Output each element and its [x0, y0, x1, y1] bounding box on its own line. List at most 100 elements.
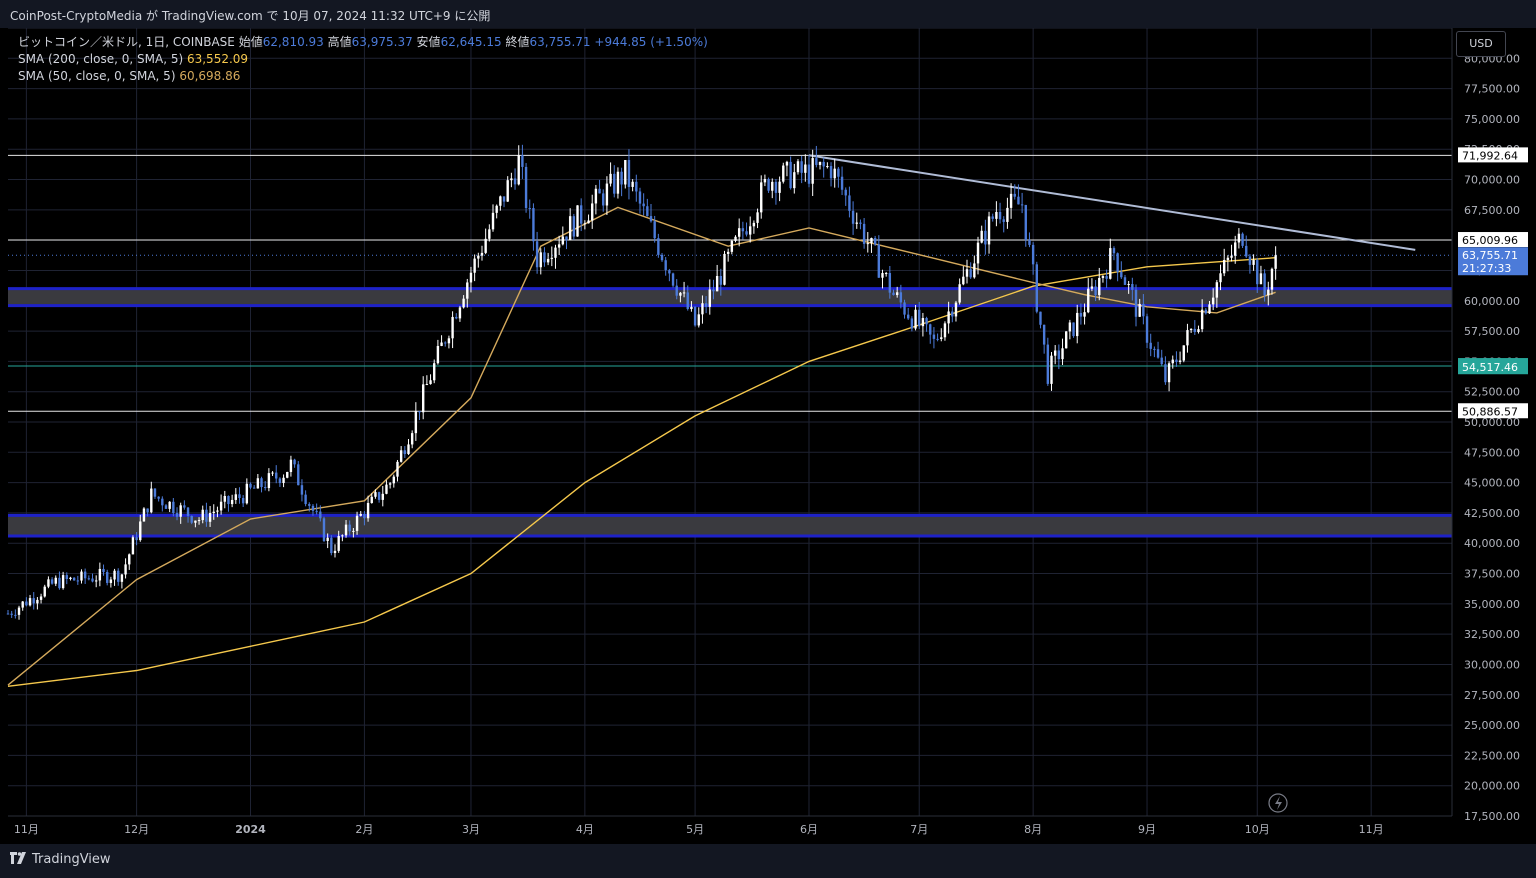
candle-body [616, 171, 620, 194]
price-axis-tick: 75,000.00 [1464, 113, 1520, 126]
candle-body [877, 244, 881, 278]
candle-body [1171, 359, 1174, 364]
candle-body [1182, 345, 1185, 361]
footer-bar [0, 844, 1536, 878]
candle-body [1259, 273, 1263, 285]
candle-body [954, 302, 958, 317]
time-axis-tick: 10月 [1245, 823, 1270, 836]
candle-body [995, 211, 998, 219]
candle-body [91, 578, 94, 582]
candle-body [506, 180, 509, 202]
candle-body [1061, 348, 1064, 360]
candle-body [796, 161, 800, 173]
candle-body [1009, 193, 1013, 208]
tradingview-logo-icon [10, 852, 26, 864]
candle-body [480, 252, 484, 256]
candle-body [25, 601, 28, 606]
sma50-label: SMA (50, close, 0, SMA, 5) [18, 69, 176, 83]
candle-body [216, 510, 219, 512]
candle-body [164, 505, 168, 509]
candle-body [10, 613, 13, 615]
candle-body [333, 550, 337, 554]
candle-body [866, 243, 869, 245]
time-axis-tick: 9月 [1138, 823, 1156, 836]
candle-body [462, 298, 465, 308]
candle-body [888, 273, 892, 293]
candle-body [1006, 207, 1009, 222]
candle-body [800, 161, 803, 173]
time-axis-tick: 2月 [355, 823, 373, 836]
legend-open-value: 62,810.93 [262, 35, 324, 49]
candle-body [1237, 233, 1241, 243]
candle-body [212, 511, 215, 513]
candle-body [635, 181, 638, 192]
candle-body [925, 318, 928, 325]
candle-body [330, 537, 333, 554]
tradingview-logo[interactable]: TradingView [10, 852, 111, 867]
candle-body [230, 499, 234, 505]
candle-body [355, 515, 359, 531]
candle-body [69, 577, 72, 579]
candle-body [1090, 286, 1094, 289]
candle-body [120, 574, 124, 582]
candle-body [686, 292, 689, 310]
publisher-title: CoinPost-CryptoMedia が TradingView.com で… [10, 9, 491, 23]
candle-body [256, 478, 260, 489]
price-axis-tick: 60,000.00 [1464, 295, 1520, 308]
candle-body [418, 411, 421, 413]
sma50-value: 60,698.86 [179, 69, 241, 83]
candle-body [499, 196, 502, 206]
candle-body [1053, 350, 1057, 356]
candle-body [557, 244, 561, 248]
chart-area[interactable]: 80,000.0077,500.0075,000.0072,500.0070,0… [0, 28, 1536, 844]
candle-body [249, 483, 252, 488]
candle-body [679, 292, 682, 296]
candle-body [142, 508, 146, 522]
legend-symbol-row: ビットコイン／米ドル, 1日, COINBASE 始値62,810.93 高値6… [18, 34, 708, 51]
candle-body [848, 195, 851, 211]
candle-body [1031, 244, 1035, 265]
legend-low-value: 62,645.15 [440, 35, 502, 49]
candle-body [668, 270, 671, 274]
candle-body [157, 496, 160, 499]
candle-body [1002, 219, 1005, 222]
legend-close-value: 63,755.71 [529, 35, 591, 49]
candle-body [410, 433, 414, 445]
candle-body [275, 472, 278, 479]
price-axis-tick: 22,500.00 [1464, 749, 1520, 762]
legend-sma200-row[interactable]: SMA (200, close, 0, SMA, 5) 63,552.09 [18, 51, 708, 68]
candle-body [139, 521, 142, 541]
candle-body [1156, 349, 1160, 358]
candle-body [1252, 260, 1255, 265]
candle-body [300, 485, 304, 495]
candle-body [197, 520, 201, 522]
candle-body [113, 570, 116, 580]
candle-body [1017, 196, 1020, 205]
candle-body [1035, 264, 1039, 312]
candle-body [932, 334, 936, 339]
candle-body [620, 171, 623, 185]
candle-body [576, 205, 579, 237]
candle-body [286, 471, 289, 478]
candle-body [594, 188, 598, 204]
legend-sma50-row[interactable]: SMA (50, close, 0, SMA, 5) 60,698.86 [18, 68, 708, 85]
candle-body [83, 571, 87, 579]
candle-body [583, 223, 587, 225]
candle-body [521, 155, 524, 167]
sma50-line [7, 206, 1276, 686]
candle-body [884, 273, 888, 275]
candle-body [190, 515, 193, 523]
candle-body [649, 216, 653, 222]
candle-body [87, 578, 91, 580]
candle-body [440, 342, 443, 346]
candle-body [987, 216, 991, 245]
candle-body [102, 568, 105, 572]
candle-body [726, 251, 730, 254]
candle-body [455, 316, 458, 319]
candle-body [855, 222, 858, 224]
currency-button[interactable]: USD [1456, 31, 1506, 57]
candle-body [227, 495, 230, 505]
candle-body [245, 483, 249, 504]
candle-body [829, 166, 833, 179]
level-price-tag [1458, 147, 1528, 163]
